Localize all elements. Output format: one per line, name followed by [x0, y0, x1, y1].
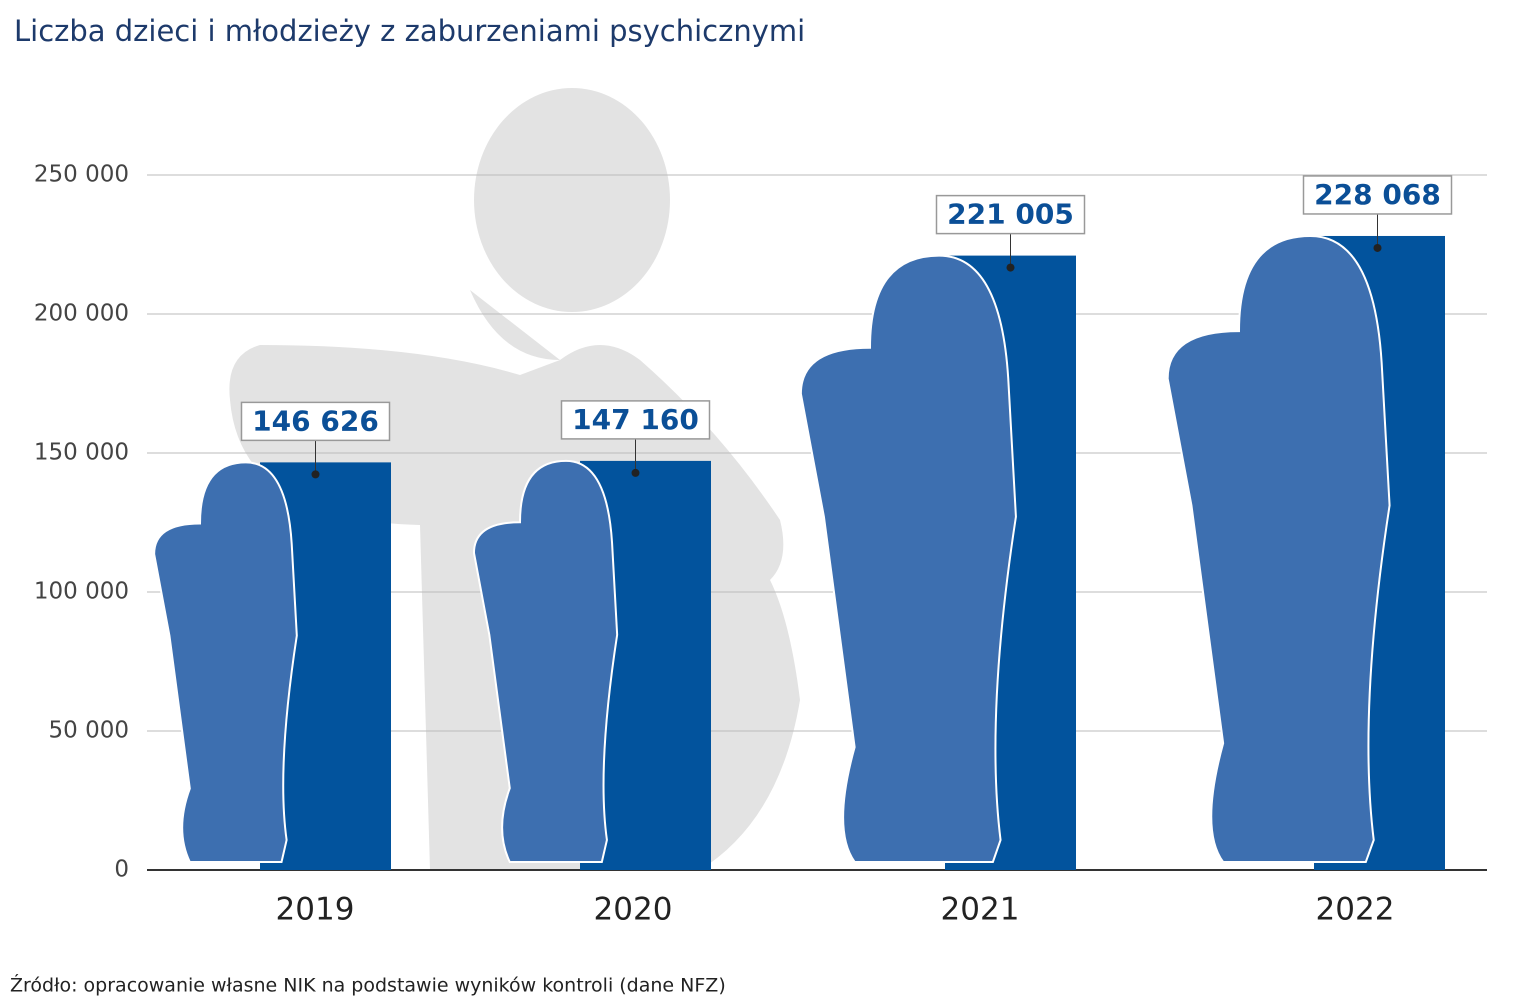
label-dot — [1373, 243, 1382, 252]
label-dot — [311, 470, 320, 479]
y-tick-label: 150 000 — [34, 440, 129, 466]
x-tick-label: 2019 — [276, 892, 355, 928]
y-tick-label: 50 000 — [49, 718, 129, 744]
chart-title: Liczba dzieci i młodzieży z zaburzeniami… — [14, 14, 805, 48]
person-silhouette — [153, 461, 298, 863]
person-silhouette — [799, 254, 1017, 863]
label-box — [1302, 175, 1453, 215]
y-tick-label: 0 — [114, 857, 129, 883]
value-label: 221 005 — [947, 198, 1074, 231]
label-box — [560, 400, 711, 440]
label-dot — [631, 468, 640, 477]
silhouette-shape — [1166, 234, 1391, 863]
source-note: Źródło: opracowanie własne NIK na podsta… — [10, 974, 726, 997]
label-dot — [1006, 263, 1015, 272]
x-tick-label: 2020 — [594, 892, 673, 928]
label-box — [935, 194, 1086, 235]
silhouette-shape — [799, 254, 1017, 863]
silhouette-shape — [472, 459, 619, 863]
value-label: 146 626 — [252, 404, 379, 437]
person-silhouette — [1166, 234, 1391, 863]
label-box — [240, 401, 391, 442]
y-tick-label: 250 000 — [34, 162, 129, 188]
value-label: 147 160 — [572, 403, 699, 436]
person-silhouette — [472, 459, 619, 863]
y-tick-label: 200 000 — [34, 301, 129, 327]
x-tick-label: 2021 — [941, 892, 1020, 928]
y-tick-label: 100 000 — [34, 579, 129, 605]
x-tick-label: 2022 — [1316, 892, 1395, 928]
silhouette-shape — [153, 461, 298, 863]
value-label: 228 068 — [1314, 178, 1441, 211]
